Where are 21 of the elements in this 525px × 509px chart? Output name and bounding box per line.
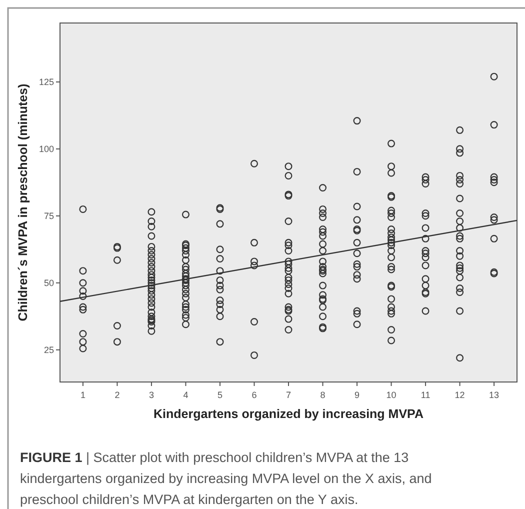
y-tick-label: 125 xyxy=(38,77,54,88)
x-tick-label: 7 xyxy=(286,390,292,400)
x-tick-label: 4 xyxy=(183,390,188,400)
y-tick-label: 50 xyxy=(44,278,54,288)
x-tick-label: 2 xyxy=(114,390,120,400)
x-tick-label: 9 xyxy=(354,390,360,400)
x-tick-label: 1 xyxy=(80,390,86,400)
y-tick-label: 25 xyxy=(44,345,54,355)
y-tick-label: 100 xyxy=(38,144,54,154)
x-axis-title: Kindergartens organized by increasing MVPA xyxy=(154,407,424,421)
x-tick-label: 5 xyxy=(217,390,222,400)
y-tick-label: 75 xyxy=(44,211,54,222)
x-tick-label: 13 xyxy=(489,390,500,400)
x-tick-label: 11 xyxy=(420,390,430,400)
x-tick-label: 6 xyxy=(252,390,257,400)
x-tick-label: 3 xyxy=(148,390,154,400)
caption: FIGURE 1 | Scatter plot with preschool children’s MVPA at the 13 kindergartens organized by increasing MVPA level on the X axis, and preschool children’s MVPA at kindergarten on the Y axis. xyxy=(20,450,432,507)
x-tick-label: 10 xyxy=(386,390,396,400)
x-tick-label: 12 xyxy=(454,390,465,400)
x-tick-label: 8 xyxy=(320,390,326,400)
y-axis-title: Children´s MVPA in preschool (minutes) xyxy=(16,84,30,322)
